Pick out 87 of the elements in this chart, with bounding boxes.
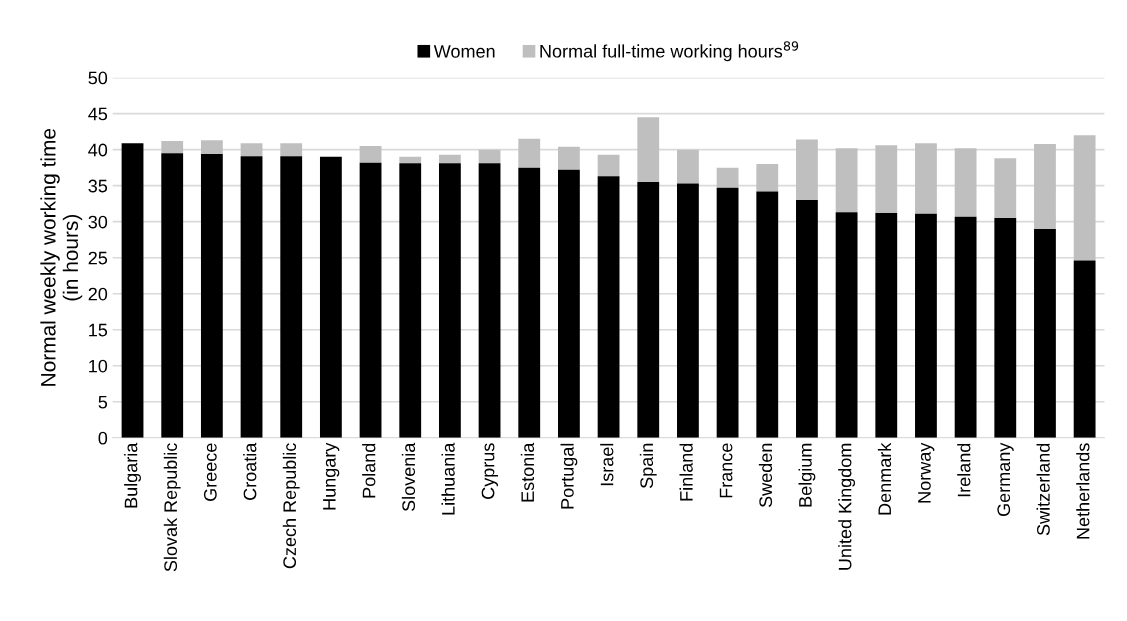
y-tick-label: 50	[88, 71, 108, 85]
bar	[835, 148, 858, 213]
bar	[994, 218, 1017, 438]
x-tick-label: Netherlands	[1076, 443, 1090, 539]
bar	[359, 162, 382, 438]
bar	[438, 163, 461, 438]
x-tick-label: United Kingdom	[838, 443, 856, 570]
x-tick-label: Switzerland	[1036, 443, 1050, 536]
y-tick-label: 15	[89, 323, 108, 337]
bar	[399, 156, 422, 164]
x-tick-label: Denmark	[877, 442, 892, 515]
y-tick-label: 35	[88, 179, 108, 193]
bar	[954, 148, 977, 217]
bar	[240, 156, 263, 438]
y-tick-label: 5	[98, 395, 108, 409]
bar	[558, 146, 580, 170]
x-tick-label: Portugal	[560, 443, 578, 509]
bar	[1034, 228, 1056, 438]
bar	[915, 213, 937, 438]
bar	[399, 163, 422, 438]
y-axis-title: Normal weekly working time (in hours)	[40, 128, 83, 386]
x-tick-label: Czech Republic	[282, 443, 300, 569]
x-tick-label: Poland	[362, 443, 376, 498]
bar	[994, 158, 1017, 219]
bar	[835, 212, 858, 438]
bar	[1073, 260, 1096, 438]
legend-label: Normal full-time working hours$^{89}$	[540, 41, 799, 62]
bar	[518, 138, 541, 168]
x-tick-label: Greece	[203, 443, 217, 501]
x-tick-label: Finland	[679, 443, 693, 501]
bar	[1034, 143, 1056, 229]
bar	[121, 143, 144, 438]
x-tick-label: Slovenia	[401, 442, 416, 512]
x-tick-label: Sweden	[758, 443, 773, 508]
bar	[240, 143, 263, 157]
bar	[1073, 135, 1096, 261]
x-tick-label: Lithuania	[441, 442, 455, 515]
x-tick-label: Slovak Republic	[163, 443, 181, 572]
bar	[637, 117, 660, 183]
y-tick-label: 25	[88, 251, 108, 265]
x-tick-label: Hungary	[323, 442, 340, 510]
bar	[319, 156, 342, 438]
bar	[716, 167, 739, 188]
y-tick-label: 40	[88, 143, 108, 157]
bar	[756, 164, 779, 192]
bar	[637, 182, 660, 438]
bar	[954, 216, 977, 438]
x-tick-label: Croatia	[243, 442, 257, 500]
x-tick-label: Israel	[600, 443, 614, 486]
legend-label: Women	[433, 45, 495, 58]
bar	[597, 154, 620, 177]
x-tick-label: Cyprus	[481, 443, 498, 499]
x-tick-label: Spain	[639, 443, 657, 489]
y-tick-label: 10	[89, 359, 108, 373]
x-tick-label: Belgium	[798, 443, 816, 507]
x-tick-label: Norway	[918, 442, 935, 503]
bar	[438, 154, 461, 164]
bar	[796, 200, 818, 438]
bar	[478, 163, 501, 438]
y-tick-label: 0	[98, 431, 108, 445]
bar	[280, 143, 303, 157]
bar	[875, 213, 898, 438]
bar	[200, 153, 223, 438]
x-tick-label: France	[719, 443, 733, 498]
bar	[161, 141, 184, 154]
y-tick-label: 30	[88, 215, 108, 229]
bar	[200, 140, 223, 154]
y-tick-label: 20	[88, 287, 108, 301]
bar	[915, 143, 937, 214]
bar	[359, 146, 382, 163]
bar	[518, 167, 541, 438]
bar	[677, 183, 699, 438]
bar	[875, 145, 898, 214]
bar	[280, 156, 303, 438]
x-tick-label: Estonia	[520, 442, 535, 502]
bar	[597, 176, 620, 438]
bar	[756, 191, 779, 438]
bar	[161, 153, 184, 438]
bar	[558, 169, 580, 438]
y-tick-label: 45	[88, 107, 108, 121]
bar	[716, 187, 739, 438]
bar	[796, 139, 818, 201]
x-tick-label: Ireland	[957, 443, 971, 497]
bar	[677, 149, 699, 184]
x-tick-label: Bulgaria	[124, 442, 141, 508]
x-tick-label: Germany	[997, 442, 1014, 516]
bar	[478, 149, 501, 164]
